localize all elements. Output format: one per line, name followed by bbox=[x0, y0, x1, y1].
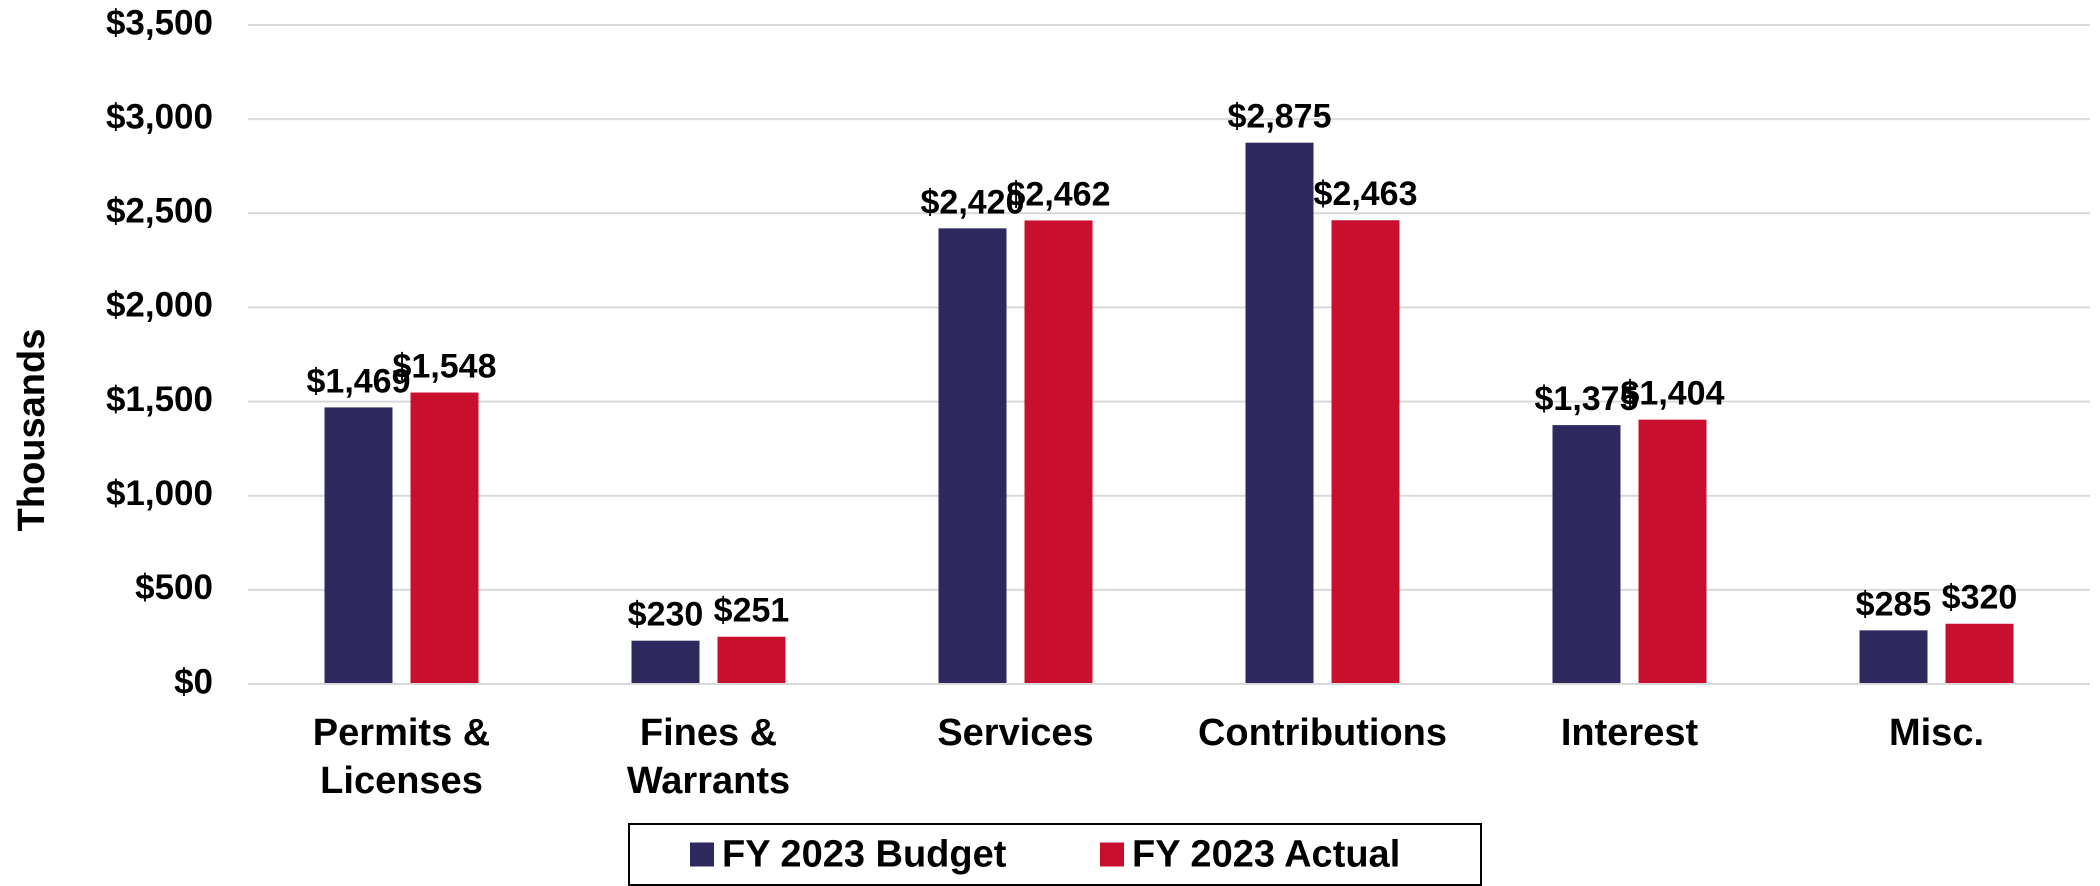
data-label: $1,404 bbox=[1621, 375, 1725, 413]
bar bbox=[717, 636, 786, 684]
data-label: $1,548 bbox=[393, 348, 497, 386]
y-tick-label: $3,500 bbox=[106, 3, 213, 42]
y-tick-label: $2,500 bbox=[106, 192, 213, 231]
bar bbox=[1859, 630, 1928, 684]
legend-label: FY 2023 Actual bbox=[1132, 834, 1400, 876]
bar bbox=[631, 640, 700, 684]
legend-swatch bbox=[1100, 842, 1124, 867]
x-tick-label: Fines & Warrants bbox=[627, 712, 790, 802]
bar bbox=[410, 392, 479, 684]
data-label: $1,375 bbox=[1535, 380, 1639, 418]
bar bbox=[1638, 419, 1707, 684]
data-label: $285 bbox=[1856, 585, 1932, 623]
x-tick-label: Permits & Licenses bbox=[313, 712, 490, 802]
legend-box bbox=[628, 823, 1482, 886]
bar bbox=[1945, 623, 2014, 684]
bar bbox=[1245, 142, 1314, 684]
data-label: $1,469 bbox=[307, 362, 411, 400]
data-label: $2,420 bbox=[921, 183, 1025, 221]
data-label: $2,462 bbox=[1007, 175, 1111, 213]
x-tick-label: Interest bbox=[1561, 712, 1699, 754]
data-label: $251 bbox=[714, 592, 790, 630]
y-axis-label: Thousands bbox=[11, 329, 53, 532]
data-label: $320 bbox=[1942, 579, 2018, 617]
x-tick-label: Contributions bbox=[1198, 712, 1447, 754]
y-tick-label: $0 bbox=[174, 662, 213, 701]
legend-label: FY 2023 Budget bbox=[722, 834, 1007, 876]
y-tick-label: $3,000 bbox=[106, 97, 213, 136]
data-label: $2,875 bbox=[1228, 98, 1332, 136]
data-label: $230 bbox=[628, 596, 704, 634]
data-label: $2,463 bbox=[1314, 175, 1418, 213]
bar bbox=[1331, 220, 1400, 684]
x-tick-label: Misc. bbox=[1889, 712, 1984, 754]
bar bbox=[938, 228, 1007, 684]
y-tick-label: $1,500 bbox=[106, 380, 213, 419]
y-tick-label: $500 bbox=[135, 568, 213, 607]
bar bbox=[1552, 425, 1621, 684]
legend-swatch bbox=[690, 842, 714, 867]
bar bbox=[324, 407, 393, 684]
y-tick-label: $1,000 bbox=[106, 474, 213, 513]
y-tick-label: $2,000 bbox=[106, 286, 213, 325]
x-tick-label: Services bbox=[937, 712, 1093, 754]
bar bbox=[1024, 220, 1093, 685]
